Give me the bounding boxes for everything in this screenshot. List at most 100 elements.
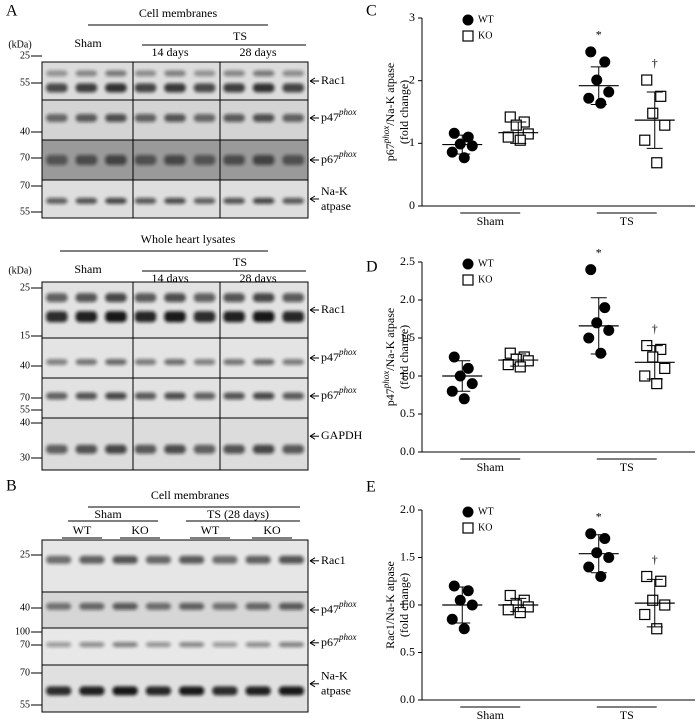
band [79, 642, 105, 648]
y-tick-label: 2.0 [400, 502, 415, 516]
arrow-head [309, 606, 316, 614]
blot-row [41, 281, 309, 339]
arrow-head [309, 195, 316, 203]
kda-marker: 55 [20, 206, 30, 217]
arrow-head [309, 392, 316, 400]
y-label-sup: phox [381, 371, 391, 390]
y-tick-label: 0.5 [400, 644, 415, 658]
point [651, 378, 663, 390]
annotation: † [652, 321, 658, 335]
band [46, 155, 68, 165]
band [223, 114, 245, 122]
kda-marker: 55 [20, 699, 30, 710]
x-tick-label: Sham [477, 214, 505, 228]
band [75, 155, 98, 165]
kda-marker: 40 [20, 602, 30, 613]
legend-label: KO [478, 522, 492, 533]
panel-label: E [366, 479, 376, 496]
point [502, 359, 514, 371]
band [212, 686, 238, 696]
kda-marker: 70 [20, 639, 30, 650]
legend-label: KO [478, 274, 492, 285]
y-label-rest: /Na-K atpase [383, 63, 397, 126]
protein-sup: phox [338, 107, 357, 117]
point [583, 92, 595, 104]
band [134, 70, 157, 77]
kda-marker: 70 [20, 667, 30, 678]
band [164, 155, 186, 165]
kda-marker: 55 [20, 404, 30, 415]
y-axis-label: p67phox/Na-K atpase [381, 63, 397, 161]
y-tick-label: 0.0 [400, 692, 415, 706]
kda-marker: 70 [20, 180, 30, 191]
band [164, 83, 186, 93]
band [282, 392, 304, 400]
point [585, 46, 597, 58]
band [46, 555, 72, 564]
y-tick-label: 0 [409, 198, 415, 212]
kda-marker: 30 [20, 452, 30, 463]
band [282, 155, 304, 165]
band [134, 155, 157, 165]
band [112, 602, 138, 610]
y-tick-label: 2 [409, 72, 415, 86]
point [591, 547, 603, 559]
band [223, 197, 245, 204]
point [466, 378, 478, 390]
band [75, 70, 98, 77]
y-tick-label: 0.0 [400, 444, 415, 458]
point [647, 594, 659, 606]
band [193, 114, 216, 122]
blot-row [41, 539, 309, 593]
kda-marker: 100 [15, 626, 30, 637]
band [282, 444, 304, 454]
point [462, 362, 474, 374]
band [164, 392, 186, 400]
y-tick-label: 2.0 [400, 292, 415, 306]
point [446, 146, 458, 158]
group-label: 28 days [240, 45, 277, 59]
point [655, 90, 667, 102]
x-tick-label: TS [620, 708, 634, 720]
band [252, 311, 275, 323]
point [599, 56, 611, 68]
point [510, 119, 522, 131]
band [252, 293, 275, 303]
band [164, 359, 186, 365]
band [46, 642, 72, 648]
subgroup-label: KO [263, 523, 281, 537]
protein-label: p47phox [321, 107, 357, 124]
band [75, 83, 98, 93]
band [245, 555, 271, 564]
y-tick-label: 1.5 [400, 549, 415, 563]
point [599, 302, 611, 314]
arrow-head [309, 639, 316, 647]
band [282, 197, 304, 204]
band [46, 311, 68, 323]
band [46, 444, 68, 454]
band [46, 602, 72, 610]
band [112, 686, 138, 696]
point [603, 86, 615, 98]
point [655, 343, 667, 355]
point [462, 585, 474, 597]
point [522, 355, 534, 367]
y-tick-label: 1 [409, 135, 415, 149]
band [105, 359, 127, 365]
band [282, 293, 304, 303]
point [458, 393, 470, 405]
kda-marker: 25 [20, 50, 30, 61]
kda-unit: (kDa) [8, 265, 31, 276]
blot-row [41, 417, 309, 471]
arrow-head [309, 156, 316, 164]
band [193, 311, 216, 323]
band [282, 70, 304, 77]
band [252, 359, 275, 365]
protein-name: p47 [321, 110, 339, 124]
y-label-main: p47 [383, 388, 397, 406]
band [223, 70, 245, 77]
band [223, 155, 245, 165]
band [212, 555, 238, 564]
point [504, 347, 516, 359]
y-axis-label: (fold change) [397, 573, 411, 637]
